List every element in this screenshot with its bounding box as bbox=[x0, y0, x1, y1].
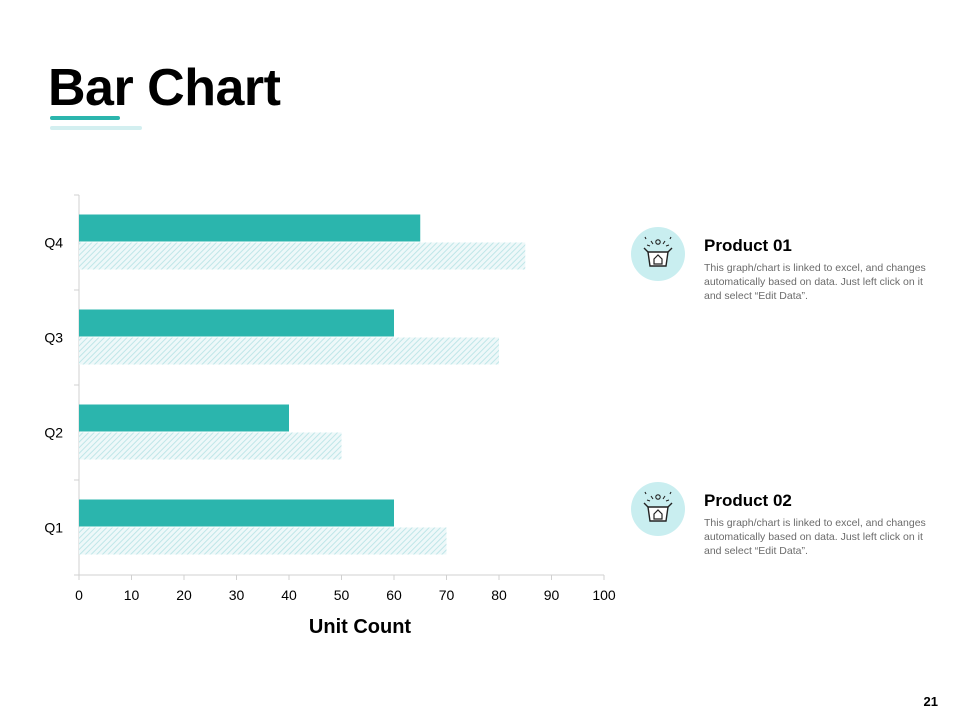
bar-product-02 bbox=[79, 432, 342, 460]
y-tick-label: Q3 bbox=[44, 330, 63, 346]
legend-description: This graph/chart is linked to excel, and… bbox=[704, 262, 926, 302]
x-tick-label: 60 bbox=[386, 587, 402, 603]
legend-description: This graph/chart is linked to excel, and… bbox=[704, 517, 926, 557]
page-title: Bar Chart bbox=[48, 59, 281, 117]
open-box-icon bbox=[630, 226, 686, 282]
bar-product-02 bbox=[79, 242, 526, 270]
x-tick-label: 50 bbox=[334, 587, 350, 603]
bar-product-01 bbox=[79, 499, 394, 527]
bar-product-01 bbox=[79, 404, 289, 432]
legend-name: Product 02 bbox=[704, 491, 792, 510]
legend-name: Product 01 bbox=[704, 236, 792, 255]
y-tick-label: Q1 bbox=[44, 520, 63, 536]
x-tick-label: 70 bbox=[439, 587, 455, 603]
bar-product-02 bbox=[79, 337, 499, 365]
x-tick-label: 40 bbox=[281, 587, 297, 603]
title-underline-secondary bbox=[50, 126, 142, 130]
x-tick-label: 0 bbox=[75, 587, 83, 603]
open-box-icon bbox=[630, 481, 686, 537]
x-tick-label: 80 bbox=[491, 587, 507, 603]
y-tick-label: Q2 bbox=[44, 425, 63, 441]
y-tick-label: Q4 bbox=[44, 235, 63, 251]
page-number: 21 bbox=[923, 694, 938, 709]
bar-product-02 bbox=[79, 527, 447, 555]
x-tick-label: 100 bbox=[592, 587, 616, 603]
x-tick-label: 90 bbox=[544, 587, 560, 603]
x-tick-label: 20 bbox=[176, 587, 192, 603]
title-underline bbox=[50, 116, 120, 120]
x-tick-label: 30 bbox=[229, 587, 245, 603]
x-axis-label: Unit Count bbox=[308, 616, 412, 638]
x-tick-label: 10 bbox=[124, 587, 140, 603]
bar-product-01 bbox=[79, 309, 394, 337]
bar-product-01 bbox=[79, 214, 421, 242]
